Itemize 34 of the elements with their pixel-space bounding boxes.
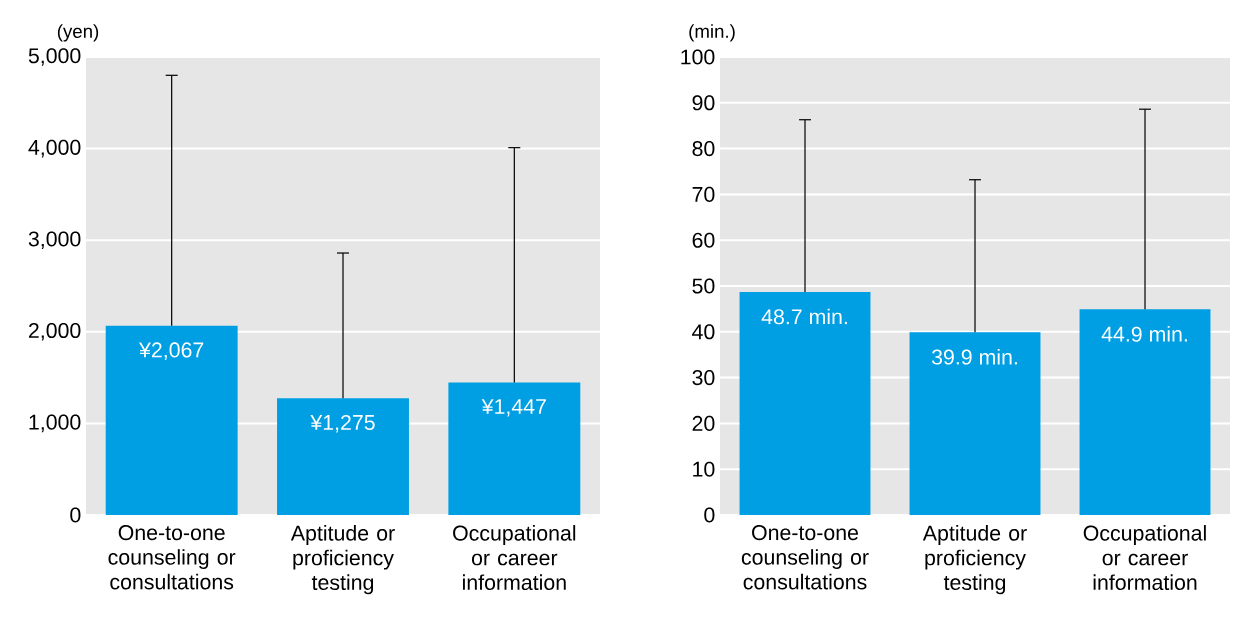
y-tick-label: 4,000 [28,139,81,158]
y-tick-label: 60 [692,232,715,248]
data-label: 48.7 min. [761,308,847,325]
x-tick-label: Occupational or career information [1083,525,1206,591]
x-tick-label: One-to-one counseling or consultations [741,525,869,590]
data-label: ¥1,275 [310,414,375,433]
x-tick-label: Occupational or career information [453,525,576,591]
y-tick-label: 20 [692,415,715,431]
bar [105,325,238,515]
data-label: 44.9 min. [1101,326,1187,342]
y-tick-label: 30 [692,370,715,386]
y-tick-label: 50 [692,278,715,294]
y-tick-label: 1,000 [29,414,81,433]
y-tick-label: 90 [692,95,715,111]
y-tick-label: 80 [692,141,715,157]
x-tick-label: One-to-one counseling or consultations [108,525,236,590]
data-label: ¥1,447 [481,399,546,417]
data-label: ¥2,067 [139,342,204,360]
bar [448,382,581,515]
y-tick-label: 3,000 [28,231,81,249]
y-tick-label: 0 [70,507,81,523]
x-tick-label: Aptitude or proficiency testing [922,525,1027,595]
y-tick-label: 100 [681,49,715,65]
y-tick-label: 5,000 [28,48,81,66]
bar [277,398,409,515]
y-axis-title: (yen) [57,24,99,42]
y-tick-label: 10 [693,461,715,477]
y-tick-label: 0 [704,507,715,523]
y-tick-label: 70 [692,186,715,202]
y-axis-title: (min.) [689,24,735,42]
data-label: 39.9 min. [931,348,1017,365]
y-tick-label: 2,000 [28,322,81,341]
x-tick-label: Aptitude or proficiency testing [290,525,395,595]
y-tick-label: 40 [692,324,715,340]
